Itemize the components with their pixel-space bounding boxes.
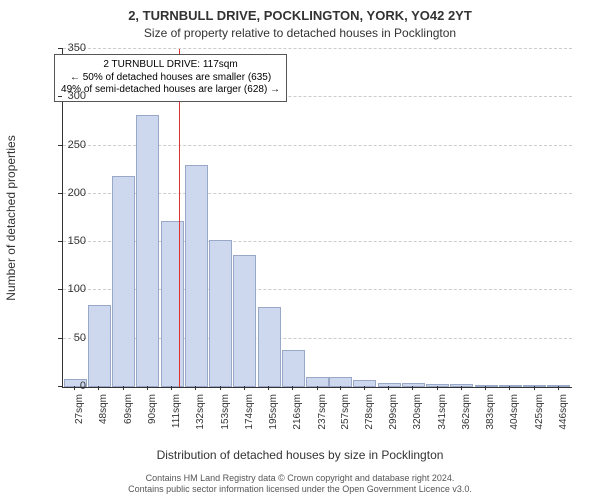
grid-line [63,48,572,49]
y-tick-mark [58,96,62,97]
y-tick-label: 300 [46,90,86,102]
x-tick-label: 48sqm [98,394,109,434]
chart-title: 2, TURNBULL DRIVE, POCKLINGTON, YORK, YO… [0,8,600,23]
x-tick-mark [364,386,365,390]
y-tick-mark [58,338,62,339]
footer-line2: Contains public sector information licen… [0,484,600,496]
x-tick-label: 237sqm [317,394,328,434]
y-tick-mark [58,193,62,194]
bar [329,377,352,387]
y-tick-label: 0 [46,380,86,392]
annotation-box: 2 TURNBULL DRIVE: 117sqm← 50% of detache… [54,54,287,102]
x-tick-mark [437,386,438,390]
x-tick-mark [485,386,486,390]
y-axis-label: Number of detached properties [4,53,18,218]
x-tick-label: 257sqm [340,394,351,434]
bar [161,221,184,387]
x-tick-mark [74,386,75,390]
x-tick-label: 153sqm [220,394,231,434]
footer-text: Contains HM Land Registry data © Crown c… [0,473,600,496]
y-tick-mark [58,48,62,49]
x-tick-label: 216sqm [292,394,303,434]
x-tick-mark [461,386,462,390]
x-tick-mark [292,386,293,390]
y-tick-label: 50 [46,332,86,344]
x-tick-label: 446sqm [558,394,569,434]
x-tick-mark [123,386,124,390]
x-tick-label: 174sqm [244,394,255,434]
bar [426,384,449,387]
x-tick-label: 132sqm [195,394,206,434]
annotation-line1: 2 TURNBULL DRIVE: 117sqm [61,59,280,72]
bar [523,385,546,387]
annotation-line3: 49% of semi-detached houses are larger (… [61,84,280,97]
x-tick-mark [534,386,535,390]
x-tick-label: 341sqm [437,394,448,434]
x-tick-mark [171,386,172,390]
bar [233,255,256,387]
footer-line1: Contains HM Land Registry data © Crown c… [0,473,600,485]
x-tick-label: 195sqm [268,394,279,434]
plot-area: 2 TURNBULL DRIVE: 117sqm← 50% of detache… [62,48,572,388]
x-tick-label: 69sqm [123,394,134,434]
x-tick-label: 90sqm [147,394,158,434]
x-tick-label: 362sqm [461,394,472,434]
y-tick-label: 200 [46,187,86,199]
y-tick-mark [58,289,62,290]
x-tick-mark [388,386,389,390]
bar [209,240,232,387]
y-tick-label: 250 [46,139,86,151]
x-tick-mark [509,386,510,390]
x-tick-label: 111sqm [171,394,182,434]
x-tick-mark [195,386,196,390]
bar [402,383,425,387]
x-tick-label: 404sqm [509,394,520,434]
x-tick-mark [147,386,148,390]
x-tick-label: 425sqm [534,394,545,434]
y-tick-label: 100 [46,283,86,295]
x-tick-mark [268,386,269,390]
chart-subtitle: Size of property relative to detached ho… [0,26,600,40]
x-axis-label: Distribution of detached houses by size … [0,448,600,462]
bar [112,176,135,387]
x-tick-label: 383sqm [485,394,496,434]
y-tick-label: 150 [46,235,86,247]
x-tick-mark [98,386,99,390]
bar [185,165,208,387]
bar [136,115,159,387]
bar [499,385,522,387]
x-tick-label: 278sqm [364,394,375,434]
x-tick-label: 27sqm [74,394,85,434]
bar [258,307,281,387]
x-tick-mark [558,386,559,390]
bar [353,380,376,387]
bar [282,350,305,387]
x-tick-mark [412,386,413,390]
x-tick-label: 299sqm [388,394,399,434]
y-tick-label: 350 [46,42,86,54]
x-tick-mark [244,386,245,390]
bar [306,377,329,387]
chart-container: 2, TURNBULL DRIVE, POCKLINGTON, YORK, YO… [0,0,600,500]
y-tick-mark [58,386,62,387]
x-tick-label: 320sqm [412,394,423,434]
y-tick-mark [58,241,62,242]
y-tick-mark [58,145,62,146]
x-tick-mark [340,386,341,390]
bar [88,305,111,387]
x-tick-mark [317,386,318,390]
x-tick-mark [220,386,221,390]
annotation-line2: ← 50% of detached houses are smaller (63… [61,72,280,85]
